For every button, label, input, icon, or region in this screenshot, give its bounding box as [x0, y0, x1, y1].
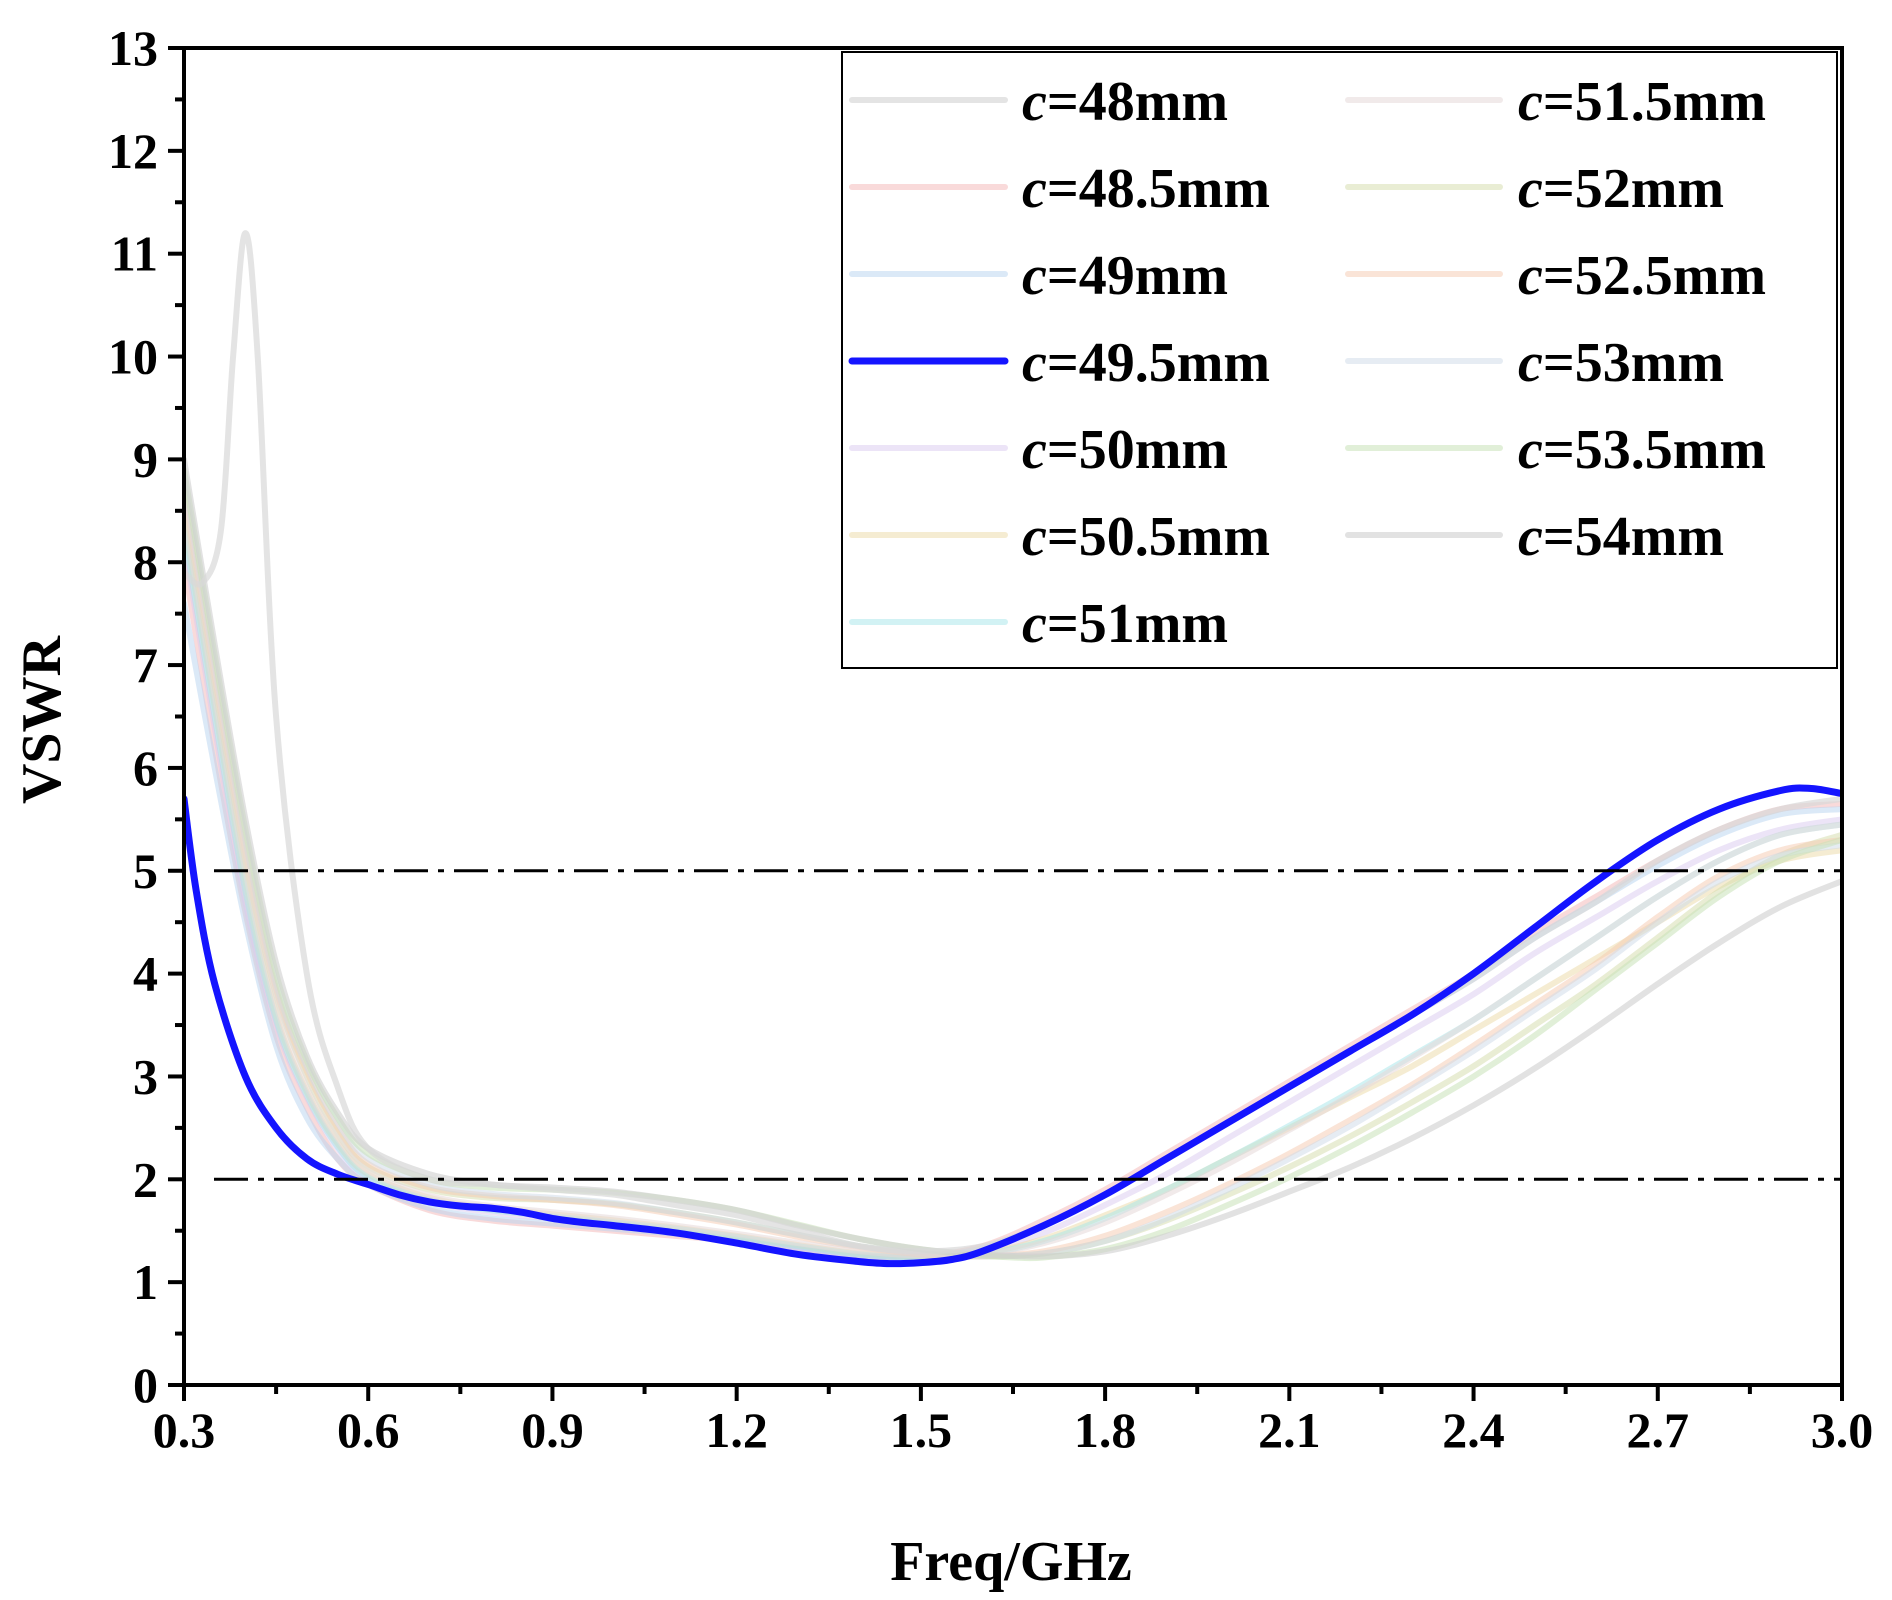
y-tick-label: 7: [133, 637, 158, 693]
y-tick-label: 13: [108, 20, 158, 76]
series-line-3: [184, 784, 1842, 1268]
y-tick-label: 9: [133, 431, 158, 487]
legend-label-0: c=48mm: [1022, 71, 1228, 133]
legend-label-2: c=49mm: [1022, 245, 1228, 307]
x-tick-label: 2.4: [1442, 1402, 1505, 1458]
reference-lines: [214, 869, 1842, 1181]
legend-label-4: c=50mm: [1022, 419, 1228, 481]
x-tick-label: 1.5: [890, 1402, 953, 1458]
y-tick-label: 2: [133, 1151, 158, 1207]
x-tick-label: 2.1: [1258, 1402, 1321, 1458]
x-tick-label: 2.7: [1627, 1402, 1690, 1458]
y-tick-label: 6: [133, 740, 158, 796]
x-tick-label: 3.0: [1811, 1402, 1874, 1458]
legend-label-3: c=49.5mm: [1022, 332, 1270, 394]
x-tick-label: 0.3: [153, 1402, 216, 1458]
y-tick-label: 4: [133, 946, 158, 1002]
legend-label-12: c=54mm: [1518, 506, 1724, 568]
legend-label-8: c=52mm: [1518, 158, 1724, 220]
y-tick-label: 5: [133, 843, 158, 899]
series-layer: [184, 230, 1842, 1268]
x-tick-label: 1.2: [705, 1402, 768, 1458]
x-tick-label: 0.9: [521, 1402, 584, 1458]
legend-label-11: c=53.5mm: [1518, 419, 1766, 481]
legend-label-7: c=51.5mm: [1518, 71, 1766, 133]
x-axis-title: Freq/GHz: [890, 1531, 1132, 1593]
x-tick-label: 0.6: [337, 1402, 400, 1458]
y-tick-label: 3: [133, 1048, 158, 1104]
series-line-7: [184, 507, 1842, 1259]
y-tick-label: 0: [133, 1357, 158, 1413]
y-axis-title: VSWR: [11, 635, 73, 804]
y-tick-label: 8: [133, 534, 158, 590]
legend: c=48mm c=48.5mm c=49mm c=49.5mm c=50mm c=50.5…: [841, 51, 1838, 669]
series-line-0: [184, 230, 1842, 1255]
y-tick-label: 11: [111, 226, 158, 282]
legend-label-10: c=53mm: [1518, 332, 1724, 394]
series-line-2: [184, 600, 1842, 1262]
legend-label-5: c=50.5mm: [1022, 506, 1270, 568]
y-tick-label: 10: [108, 329, 158, 385]
axes: 0.3 0.6 0.9 1.2 1.5 1.8 2.1 2.4 2.7 3.00123456789…: [108, 20, 1873, 1458]
x-tick-label: 1.8: [1074, 1402, 1137, 1458]
legend-label-1: c=48.5mm: [1022, 158, 1270, 220]
legend-label-6: c=51mm: [1022, 593, 1228, 655]
series-line-12: [184, 456, 1842, 1260]
legend-label-9: c=52.5mm: [1518, 245, 1766, 307]
y-tick-label: 12: [108, 123, 158, 179]
y-tick-label: 1: [133, 1254, 158, 1310]
